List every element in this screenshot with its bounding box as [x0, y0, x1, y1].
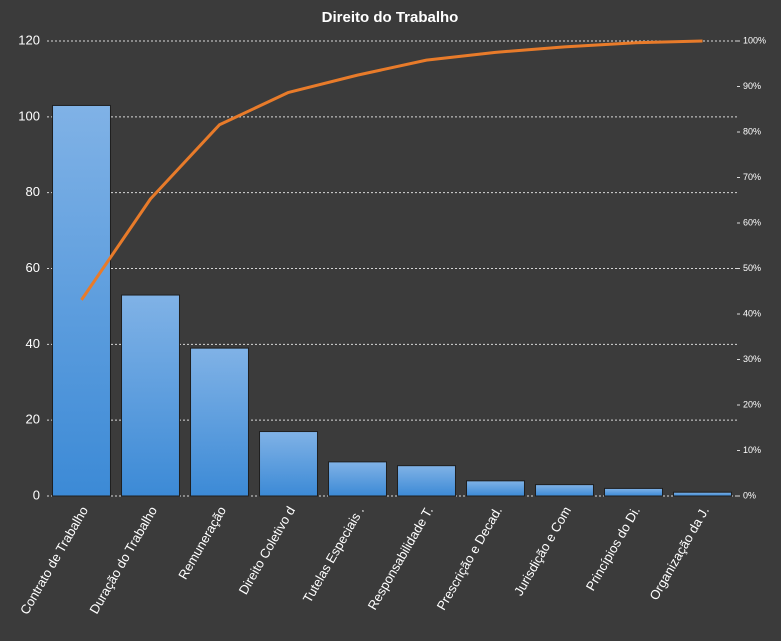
y2-tick-label: 10%: [743, 445, 761, 455]
y2-tick-label: 40%: [743, 308, 761, 318]
y2-tick-label: 70%: [743, 172, 761, 182]
x-tick-label: Direito Coletivo d: [236, 504, 298, 597]
y-tick-label: 0: [33, 487, 40, 502]
y-tick-label: 60: [26, 260, 40, 275]
bar: [121, 294, 180, 497]
chart-title: Direito do Trabalho: [322, 9, 459, 26]
y2-tick-label: 0%: [743, 490, 756, 500]
y-tick-label: 40: [26, 336, 40, 351]
bar: [466, 480, 525, 497]
y2-tick-label: 100%: [743, 35, 766, 45]
y-tick-label: 80: [26, 184, 40, 199]
x-tick-label: Organização da J.: [646, 504, 712, 603]
bar: [604, 487, 663, 497]
y-tick-label: 100: [18, 108, 40, 123]
cumulative-line: [80, 39, 703, 301]
y-tick-label: 20: [26, 412, 40, 427]
x-tick-label: Duração do Trabalho: [86, 504, 160, 617]
y2-tick-label: 60%: [743, 217, 761, 227]
x-tick-label: Jurisdição e Com: [511, 504, 574, 598]
x-tick-label: Princípios do Di.: [583, 504, 643, 593]
x-tick-label: Responsabilidade T.: [365, 504, 436, 613]
bar: [52, 104, 111, 497]
x-tick-label: Prescrição e Decad.: [434, 504, 506, 613]
bar: [259, 431, 318, 497]
y2-tick-label: 80%: [743, 126, 761, 136]
y2-tick-label: 90%: [743, 81, 761, 91]
x-tick-label: Tutelas Especiais .: [300, 504, 367, 606]
bar: [535, 484, 594, 497]
x-tick-label: Contrato de Trabalho: [17, 504, 91, 617]
bar: [397, 465, 456, 497]
y2-tick-label: 50%: [743, 263, 761, 273]
x-tick-label: Remuneração: [175, 504, 229, 582]
y2-tick-label: 30%: [743, 354, 761, 364]
bar: [190, 347, 249, 497]
y2-tick-label: 20%: [743, 399, 761, 409]
bar: [673, 491, 732, 497]
bar: [328, 461, 387, 497]
y-tick-label: 120: [18, 32, 40, 47]
